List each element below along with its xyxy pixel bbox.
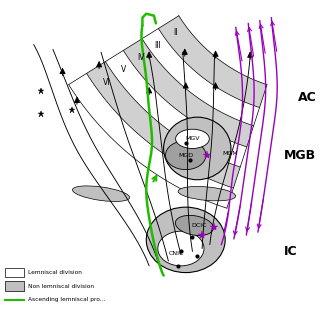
Bar bbox=[5, 281, 24, 291]
Bar bbox=[5, 268, 24, 277]
Text: MGV: MGV bbox=[185, 136, 200, 141]
Text: II: II bbox=[173, 28, 178, 37]
Text: MGB: MGB bbox=[284, 149, 316, 162]
Text: Lemniscal division: Lemniscal division bbox=[28, 270, 82, 275]
Text: DCIC: DCIC bbox=[191, 223, 207, 228]
Ellipse shape bbox=[178, 187, 236, 201]
Ellipse shape bbox=[175, 215, 213, 236]
Text: AC: AC bbox=[298, 91, 317, 104]
Text: Ascending lemniscal pro...: Ascending lemniscal pro... bbox=[28, 297, 105, 302]
Polygon shape bbox=[69, 73, 233, 208]
Polygon shape bbox=[105, 51, 247, 167]
Text: IV: IV bbox=[138, 53, 145, 62]
Text: V: V bbox=[121, 65, 126, 74]
Text: IC: IC bbox=[284, 245, 298, 258]
Ellipse shape bbox=[72, 186, 130, 202]
Ellipse shape bbox=[146, 207, 225, 273]
Text: III: III bbox=[155, 41, 161, 50]
Text: VI: VI bbox=[102, 78, 110, 87]
Text: CNIC: CNIC bbox=[168, 251, 184, 256]
Text: Non lemniscal division: Non lemniscal division bbox=[28, 284, 94, 289]
Polygon shape bbox=[142, 28, 260, 126]
Ellipse shape bbox=[165, 141, 206, 170]
Text: MGM: MGM bbox=[222, 151, 238, 156]
Polygon shape bbox=[158, 16, 267, 108]
Polygon shape bbox=[123, 39, 254, 147]
Ellipse shape bbox=[176, 129, 209, 148]
Ellipse shape bbox=[164, 117, 231, 180]
Ellipse shape bbox=[158, 231, 204, 266]
Polygon shape bbox=[87, 62, 240, 188]
Text: MGD: MGD bbox=[178, 153, 193, 158]
